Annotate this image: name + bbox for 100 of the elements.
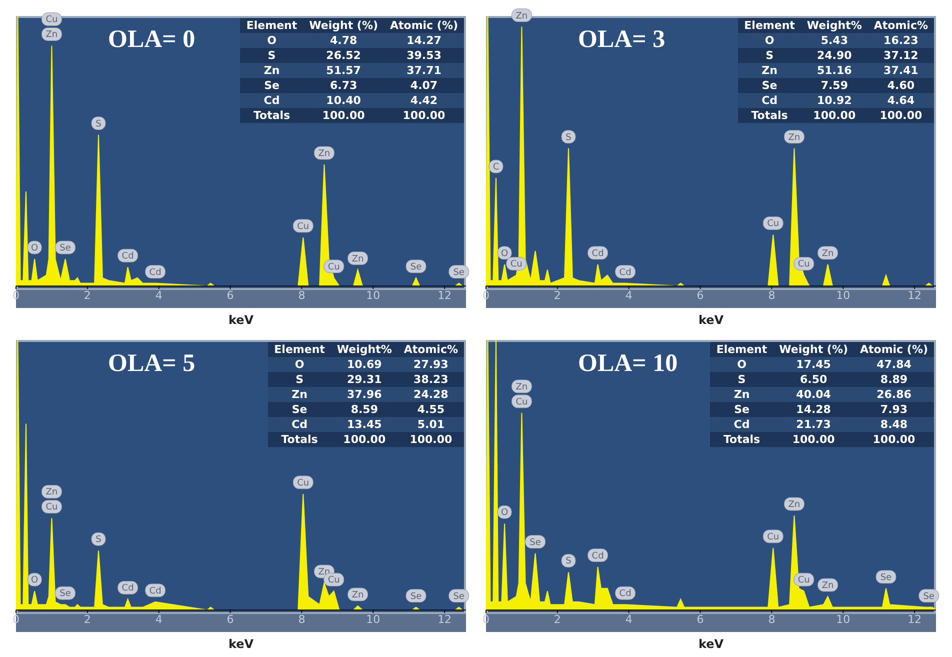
table-row: Element Weight (%) Atomic (%) — [710, 342, 934, 357]
annotation: 24.90 — [816, 48, 853, 63]
annotation: 24.28 — [412, 387, 450, 402]
annotation: S — [96, 535, 102, 546]
table-row: S 26.52 39.53 — [240, 48, 464, 63]
annotation: 51.16 — [816, 63, 853, 78]
x-tick-label: 10 — [366, 612, 380, 626]
table-row: Cd 13.45 5.01 — [268, 417, 464, 432]
annotation: Cd — [122, 252, 134, 262]
x-axis-title: keV — [698, 637, 724, 651]
annotation: 10.92 — [816, 93, 853, 108]
annotation: Cd — [619, 268, 632, 278]
table-row: Zn 40.04 26.86 — [710, 387, 934, 402]
annotation: 40.04 — [795, 387, 832, 402]
table-row: S 6.50 8.89 — [710, 372, 934, 387]
annotation: O — [501, 508, 508, 518]
table-row: Cd 10.40 4.42 — [240, 93, 464, 108]
table-row: Totals 100.00 100.00 — [738, 108, 934, 123]
annotation: 29.31 — [346, 372, 383, 387]
table-row: Zn 51.57 37.71 — [240, 63, 464, 78]
x-tick-label: 0 — [12, 288, 20, 302]
annotation: 100.00 — [791, 432, 836, 447]
annotation: 14.27 — [406, 33, 442, 48]
annotation: O — [501, 248, 508, 259]
x-tick-label: 2 — [554, 288, 561, 302]
x-axis-title: keV — [228, 637, 254, 651]
annotation: 8.89 — [879, 372, 909, 387]
annotation: 37.12 — [882, 48, 920, 63]
annotation: 27.93 — [412, 357, 450, 372]
annotation: Totals — [280, 432, 319, 447]
x-tick-label: 10 — [836, 612, 850, 626]
table-row: Zn 37.96 24.28 — [268, 387, 464, 402]
annotation: Zn — [46, 30, 58, 40]
annotation: Cd — [760, 93, 779, 108]
x-tick-label: 12 — [908, 288, 922, 302]
annotation: Totals — [252, 108, 292, 123]
x-tick-label: 0 — [482, 612, 490, 626]
annotation: Weight (%) — [778, 342, 849, 357]
table-row: Element Weight% Atomic% — [738, 18, 934, 33]
annotation: Se — [410, 262, 422, 272]
annotation: 5.01 — [416, 417, 446, 432]
annotation: Se — [290, 402, 308, 417]
annotation: 26.52 — [325, 48, 362, 63]
annotation: Se — [923, 592, 935, 602]
annotation: Weight (%) — [308, 18, 379, 33]
x-tick-label: 4 — [625, 288, 632, 302]
table-row: Totals 100.00 100.00 — [268, 432, 464, 447]
annotation: Zn — [788, 500, 800, 510]
annotation: Se — [453, 592, 465, 602]
annotation: S — [566, 556, 572, 567]
annotation: Cd — [619, 589, 632, 600]
x-axis-title: keV — [228, 313, 254, 327]
annotation: Atomic% — [872, 18, 929, 33]
table-row: Element Weight (%) Atomic (%) — [240, 18, 464, 33]
annotation: 10.69 — [346, 357, 383, 372]
annotation: Se — [263, 78, 280, 93]
annotation: Se — [60, 244, 72, 254]
table-row: Se 8.59 4.55 — [268, 402, 464, 417]
annotation: 47.84 — [876, 357, 912, 372]
annotation: Cu — [798, 576, 810, 586]
annotation: 4.07 — [409, 78, 439, 93]
annotation: S — [566, 132, 572, 143]
x-tick-label: 12 — [438, 288, 452, 302]
annotation: O — [764, 33, 776, 48]
x-tick-label: 12 — [908, 612, 922, 626]
annotation: 21.73 — [795, 417, 832, 432]
annotation: 4.78 — [329, 33, 358, 48]
annotation: Zn — [516, 11, 528, 22]
annotation: 4.64 — [886, 93, 916, 108]
annotation: Weight% — [336, 342, 393, 357]
annotation: Zn — [262, 63, 281, 78]
annotation: 8.48 — [879, 417, 909, 432]
annotation: O — [736, 357, 748, 372]
annotation: Zn — [822, 248, 834, 259]
x-tick-label: 6 — [226, 612, 234, 626]
annotation: Se — [60, 589, 72, 600]
annotation: 6.50 — [799, 372, 828, 387]
table-row: Se 7.59 4.60 — [738, 78, 934, 93]
annotation: Totals — [750, 108, 789, 123]
annotation: 17.45 — [795, 357, 832, 372]
annotation: 39.53 — [406, 48, 442, 63]
x-tick-label: 8 — [298, 612, 306, 626]
annotation: 4.42 — [409, 93, 439, 108]
annotation: Cu — [510, 260, 522, 270]
annotation: Cu — [46, 15, 58, 26]
annotation: Cd — [149, 586, 162, 596]
x-tick-label: 4 — [625, 612, 632, 626]
table-row: S 24.90 37.12 — [738, 48, 934, 63]
annotation: Cu — [297, 222, 310, 232]
annotation: Cd — [149, 268, 162, 278]
annotation: 26.86 — [876, 387, 912, 402]
annotation: Zn — [318, 149, 330, 159]
annotation: Zn — [352, 590, 364, 600]
x-tick-label: 10 — [366, 288, 380, 302]
annotation: Cu — [767, 219, 780, 230]
annotation: Zn — [732, 387, 751, 402]
table-row: O 4.78 14.27 — [240, 33, 464, 48]
annotation: Element — [273, 342, 326, 357]
annotation: Cd — [592, 248, 604, 259]
annotation: 8.59 — [350, 402, 379, 417]
